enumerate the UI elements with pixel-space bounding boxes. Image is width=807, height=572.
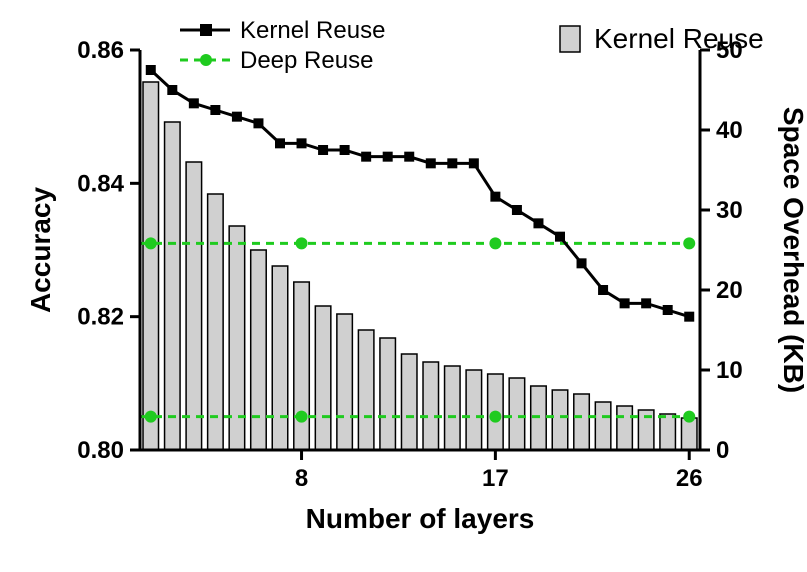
x-tick-label: 8 (295, 465, 308, 492)
bar (251, 250, 267, 450)
y-right-label: Space Overhead (KB) (778, 107, 807, 393)
bar (380, 338, 396, 450)
kernel-reuse-marker (512, 205, 522, 215)
bar (272, 266, 288, 450)
kernel-reuse-marker (361, 152, 371, 162)
x-tick-label: 26 (676, 465, 703, 492)
bar (445, 366, 461, 450)
kernel-reuse-marker (555, 232, 565, 242)
bar (401, 354, 417, 450)
bar (337, 314, 353, 450)
x-axis-label: Number of layers (306, 503, 535, 534)
kernel-reuse-marker (146, 65, 156, 75)
bar (660, 414, 676, 450)
kernel-reuse-marker (383, 152, 393, 162)
y-left-label: Accuracy (25, 187, 56, 314)
kernel-reuse-marker (490, 192, 500, 202)
y-left-tick-label: 0.82 (77, 304, 124, 331)
kernel-reuse-marker (620, 298, 630, 308)
legend-kernel-label: Kernel Reuse (240, 17, 385, 44)
kernel-reuse-marker (167, 85, 177, 95)
deep-reuse-marker (145, 411, 157, 423)
kernel-reuse-marker (189, 98, 199, 108)
y-right-tick-label: 0 (716, 437, 729, 464)
kernel-reuse-marker (426, 158, 436, 168)
bar (466, 370, 482, 450)
y-left-tick-label: 0.86 (77, 37, 124, 64)
x-tick-label: 17 (482, 465, 509, 492)
legend-deep-label: Deep Reuse (240, 47, 373, 74)
kernel-reuse-marker (533, 218, 543, 228)
bar (552, 390, 568, 450)
kernel-reuse-marker (469, 158, 479, 168)
kernel-reuse-marker (297, 138, 307, 148)
bar (186, 162, 202, 450)
deep-reuse-marker (683, 237, 695, 249)
legend-circle-icon (200, 54, 212, 66)
kernel-reuse-marker (663, 305, 673, 315)
deep-reuse-marker (145, 237, 157, 249)
legend-square-icon (200, 24, 212, 36)
legend-bar-label: Kernel Reuse (594, 23, 764, 54)
kernel-reuse-marker (641, 298, 651, 308)
kernel-reuse-marker (253, 118, 263, 128)
kernel-reuse-marker (577, 258, 587, 268)
kernel-reuse-marker (275, 138, 285, 148)
kernel-reuse-marker (447, 158, 457, 168)
bar (681, 418, 697, 450)
kernel-reuse-marker (404, 152, 414, 162)
deep-reuse-marker (489, 237, 501, 249)
chart-svg: 0.800.820.840.860102030405081726Accuracy… (0, 0, 807, 572)
bar (574, 394, 590, 450)
kernel-reuse-marker (340, 145, 350, 155)
deep-reuse-marker (296, 411, 308, 423)
y-right-tick-label: 10 (716, 357, 743, 384)
deep-reuse-marker (489, 411, 501, 423)
legend-bar-swatch (560, 26, 580, 52)
kernel-reuse-marker (232, 112, 242, 122)
bar (294, 282, 310, 450)
bar (617, 406, 633, 450)
bar (509, 378, 525, 450)
bar (595, 402, 611, 450)
y-right-tick-label: 20 (716, 277, 743, 304)
y-left-tick-label: 0.84 (77, 170, 124, 197)
chart-container: 0.800.820.840.860102030405081726Accuracy… (0, 0, 807, 572)
bar (358, 330, 374, 450)
kernel-reuse-marker (318, 145, 328, 155)
bar (165, 122, 181, 450)
deep-reuse-marker (683, 411, 695, 423)
deep-reuse-marker (296, 237, 308, 249)
bar (143, 82, 159, 450)
kernel-reuse-marker (598, 285, 608, 295)
bar (315, 306, 331, 450)
bar (423, 362, 439, 450)
y-right-tick-label: 40 (716, 117, 743, 144)
bar (208, 194, 224, 450)
y-left-tick-label: 0.80 (77, 437, 124, 464)
kernel-reuse-marker (210, 105, 220, 115)
kernel-reuse-marker (684, 312, 694, 322)
y-right-tick-label: 30 (716, 197, 743, 224)
